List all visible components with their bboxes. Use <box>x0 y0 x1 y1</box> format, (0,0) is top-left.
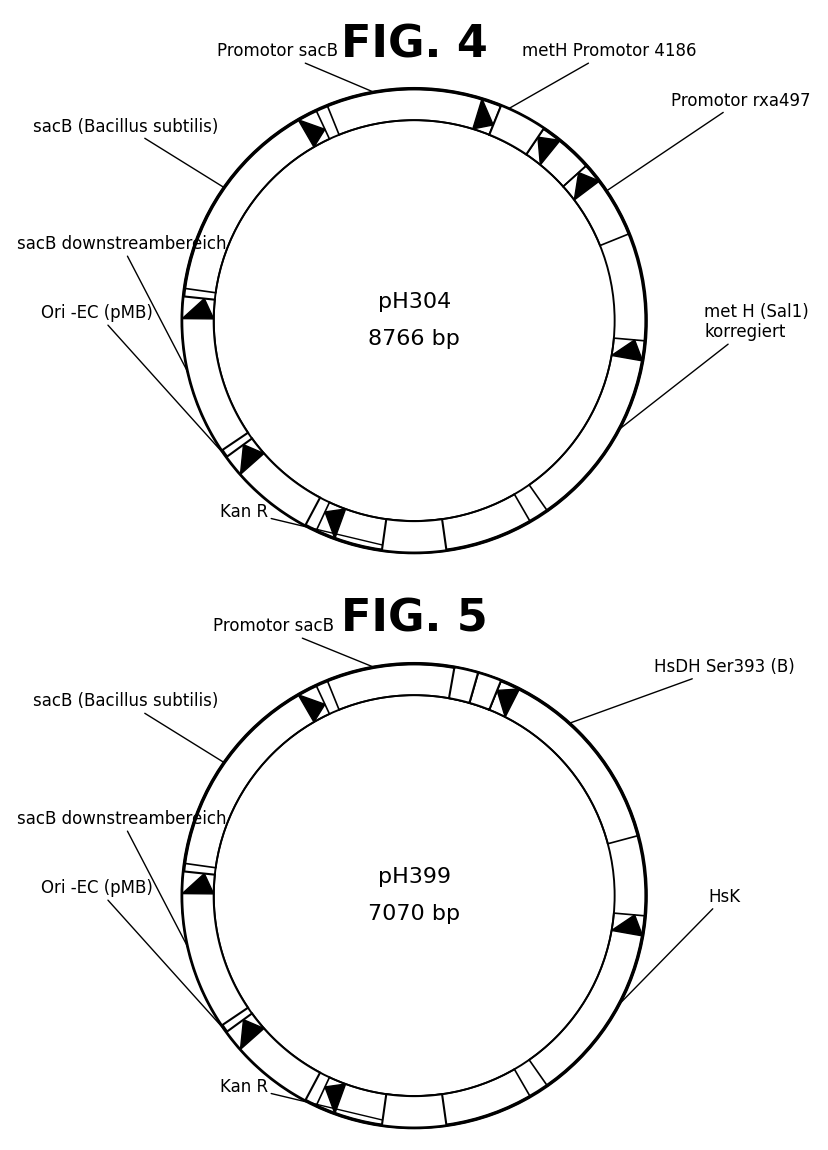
Polygon shape <box>382 1094 446 1127</box>
Polygon shape <box>574 172 599 200</box>
Text: met H (Sal1)
korregiert: met H (Sal1) korregiert <box>619 302 808 429</box>
Text: Kan R: Kan R <box>220 504 414 552</box>
Polygon shape <box>182 872 248 1026</box>
Text: Kan R: Kan R <box>220 1079 414 1127</box>
Polygon shape <box>449 667 478 703</box>
Polygon shape <box>611 915 643 936</box>
Polygon shape <box>382 519 446 552</box>
Polygon shape <box>473 99 493 129</box>
Text: HsDH Ser393 (B): HsDH Ser393 (B) <box>569 658 795 723</box>
Polygon shape <box>611 340 643 361</box>
Text: HsK: HsK <box>619 888 740 1004</box>
Polygon shape <box>497 689 519 716</box>
Polygon shape <box>537 137 560 164</box>
Text: metH Promotor 4186: metH Promotor 4186 <box>508 43 696 109</box>
Text: pH399: pH399 <box>378 867 450 888</box>
Text: 8766 bp: 8766 bp <box>368 329 460 348</box>
Text: sacB downstreambereich: sacB downstreambereich <box>17 236 226 373</box>
Polygon shape <box>298 120 325 147</box>
Text: sacB (Bacillus subtilis): sacB (Bacillus subtilis) <box>33 117 224 187</box>
Polygon shape <box>469 673 501 710</box>
Text: FIG. 4: FIG. 4 <box>340 23 488 66</box>
Polygon shape <box>226 1013 320 1101</box>
Polygon shape <box>226 438 320 526</box>
Polygon shape <box>325 1084 345 1113</box>
Text: sacB downstreambereich: sacB downstreambereich <box>17 811 226 948</box>
Polygon shape <box>182 299 214 319</box>
Polygon shape <box>325 509 345 538</box>
Polygon shape <box>473 674 493 704</box>
Text: Promotor rxa497: Promotor rxa497 <box>606 92 810 191</box>
Text: Ori -EC (pMB): Ori -EC (pMB) <box>41 880 259 1068</box>
Polygon shape <box>240 1020 264 1049</box>
Polygon shape <box>298 695 325 722</box>
Text: Promotor sacB: Promotor sacB <box>213 618 373 667</box>
Polygon shape <box>182 297 248 451</box>
Text: sacB (Bacillus subtilis): sacB (Bacillus subtilis) <box>33 692 224 762</box>
Text: Ori -EC (pMB): Ori -EC (pMB) <box>41 305 259 493</box>
Text: 7070 bp: 7070 bp <box>368 904 460 923</box>
Polygon shape <box>240 445 264 474</box>
Polygon shape <box>182 874 214 894</box>
Polygon shape <box>489 106 544 154</box>
Text: pH304: pH304 <box>378 292 450 313</box>
Text: FIG. 5: FIG. 5 <box>340 598 488 641</box>
Text: Promotor sacB: Promotor sacB <box>217 43 373 92</box>
